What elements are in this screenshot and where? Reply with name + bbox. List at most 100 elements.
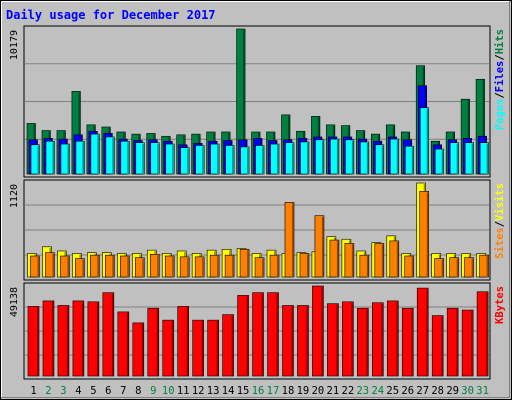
day-group: [72, 300, 85, 377]
day-group: [475, 78, 489, 175]
day-group: [416, 182, 430, 278]
day-label: 18: [282, 385, 295, 397]
bar-pages: [315, 139, 325, 175]
day-label: 9: [150, 385, 156, 397]
day-group: [116, 131, 130, 175]
day-group: [296, 252, 310, 278]
day-label: 3: [60, 385, 66, 397]
panel-kbytes: 49138 KBytes: [9, 282, 506, 380]
day-group: [356, 130, 370, 175]
chart-title: Daily usage for December 2017: [6, 8, 216, 22]
bar-sites: [179, 256, 190, 278]
legend-entry-pages: Pages: [494, 99, 506, 131]
day-group: [236, 28, 250, 175]
bar-pages: [419, 107, 430, 175]
day-group: [206, 131, 220, 175]
day-label: 22: [342, 385, 355, 397]
day-group: [222, 314, 234, 377]
day-group: [401, 307, 414, 377]
bar-kbytes: [42, 300, 55, 377]
day-group: [147, 307, 160, 377]
day-group: [132, 322, 145, 377]
bar-sites: [419, 191, 430, 278]
bar-pages: [135, 142, 145, 175]
bar-sites: [269, 254, 280, 278]
day-group: [296, 130, 310, 175]
day-group: [282, 305, 294, 377]
bar-kbytes: [132, 322, 145, 377]
day-group: [266, 249, 280, 278]
bar-sites: [120, 255, 130, 278]
day-group: [42, 300, 55, 377]
bar-pages: [180, 147, 190, 175]
day-group: [311, 215, 325, 278]
day-group: [71, 91, 85, 175]
bar-pages: [345, 139, 355, 175]
day-group: [57, 250, 70, 278]
day-group: [191, 253, 205, 278]
day-group: [476, 253, 489, 278]
day-group: [326, 236, 340, 278]
bar-sites: [284, 202, 295, 278]
day-group: [146, 249, 160, 278]
bar-sites: [209, 254, 220, 278]
day-group: [131, 253, 145, 278]
bar-pages: [225, 145, 235, 175]
bar-sites: [90, 254, 100, 278]
day-group: [400, 131, 415, 175]
day-group: [101, 126, 115, 175]
day-group: [56, 130, 70, 175]
day-group: [251, 131, 265, 175]
day-group: [236, 248, 250, 278]
legend-entry-visits: Visits: [494, 183, 506, 221]
day-group: [281, 114, 295, 175]
bar-sites: [30, 255, 40, 278]
bar-pages: [60, 143, 70, 175]
legend-separator: /: [494, 92, 506, 98]
day-group: [356, 250, 370, 278]
bar-pages: [300, 141, 310, 175]
bar-pages: [210, 143, 220, 175]
bar-pages: [150, 142, 160, 175]
day-group: [102, 292, 115, 377]
bar-sites: [464, 257, 474, 278]
day-group: [87, 252, 100, 278]
bar-kbytes: [372, 302, 384, 377]
day-group: [161, 253, 175, 278]
day-label: 5: [90, 385, 96, 397]
day-group: [445, 131, 459, 175]
y-axis-max-label: 1120: [9, 184, 20, 208]
bar-pages: [30, 144, 40, 175]
bar-sites: [449, 257, 459, 278]
day-group: [341, 238, 355, 278]
bar-pages: [375, 144, 385, 175]
bar-pages: [105, 136, 115, 175]
bar-pages: [464, 142, 474, 175]
day-group: [87, 301, 100, 377]
day-group: [117, 253, 130, 278]
bar-kbytes: [192, 319, 204, 377]
bar-sites: [164, 255, 175, 278]
bar-pages: [404, 145, 415, 175]
day-group: [431, 253, 444, 278]
bar-sites: [434, 258, 444, 278]
bar-sites: [60, 255, 70, 278]
day-group: [191, 133, 205, 175]
bar-sites: [479, 254, 489, 278]
day-label: 31: [476, 385, 489, 397]
day-group: [161, 135, 175, 175]
day-group: [131, 133, 145, 175]
bar-pages: [90, 133, 100, 175]
bar-sites: [314, 215, 325, 278]
bar-kbytes: [72, 300, 85, 377]
day-group: [371, 242, 385, 278]
day-group: [206, 249, 220, 278]
bar-sites: [254, 257, 265, 278]
day-label: 4: [75, 385, 81, 397]
bar-kbytes: [267, 292, 279, 377]
day-label: 25: [386, 385, 399, 397]
day-group: [27, 253, 40, 278]
day-label: 20: [312, 385, 325, 397]
day-group: [311, 116, 325, 175]
bar-sites: [75, 258, 85, 278]
